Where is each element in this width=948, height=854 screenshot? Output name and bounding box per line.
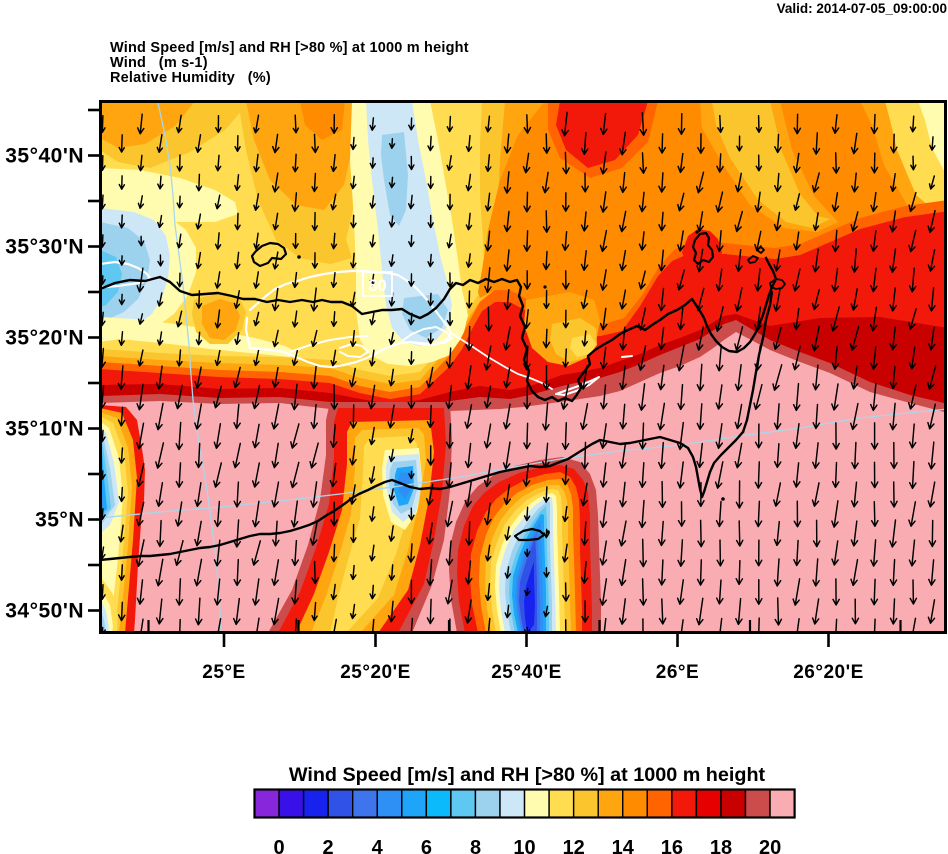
svg-text:35°30'N: 35°30'N [5, 236, 84, 259]
svg-text:35°40'N: 35°40'N [5, 145, 84, 168]
svg-text:20: 20 [759, 837, 781, 854]
svg-text:25°20'E: 25°20'E [340, 662, 411, 683]
svg-text:26°E: 26°E [656, 662, 699, 683]
svg-text:Wind Speed [m/s] and RH [>80 %: Wind Speed [m/s] and RH [>80 %] at 1000 … [110, 40, 469, 56]
svg-text:Wind Speed [m/s] and RH [>80 %: Wind Speed [m/s] and RH [>80 %] at 1000 … [289, 764, 766, 786]
svg-text:80: 80 [368, 277, 386, 295]
svg-text:10: 10 [513, 837, 535, 854]
svg-text:26°20'E: 26°20'E [793, 662, 864, 683]
svg-text:14: 14 [612, 837, 635, 854]
svg-text:35°N: 35°N [35, 509, 84, 532]
svg-text:2: 2 [323, 837, 334, 854]
svg-text:25°E: 25°E [202, 662, 245, 683]
svg-text:18: 18 [710, 837, 732, 854]
svg-text:25°40'E: 25°40'E [491, 662, 562, 683]
svg-text:0: 0 [274, 837, 285, 854]
svg-text:4: 4 [372, 837, 384, 854]
svg-text:Valid: 2014-07-05_09:00:00: Valid: 2014-07-05_09:00:00 [777, 1, 947, 16]
svg-text:35°10'N: 35°10'N [5, 418, 84, 441]
svg-text:16: 16 [661, 837, 683, 854]
svg-text:6: 6 [421, 837, 432, 854]
svg-text:35°20'N: 35°20'N [5, 327, 84, 350]
svg-text:34°50'N: 34°50'N [5, 600, 84, 623]
svg-text:8: 8 [470, 837, 481, 854]
svg-text:Wind (m s-1): Wind (m s-1) [110, 55, 208, 71]
svg-text:12: 12 [563, 837, 585, 854]
svg-text:Relative Humidity (%): Relative Humidity (%) [110, 70, 271, 86]
